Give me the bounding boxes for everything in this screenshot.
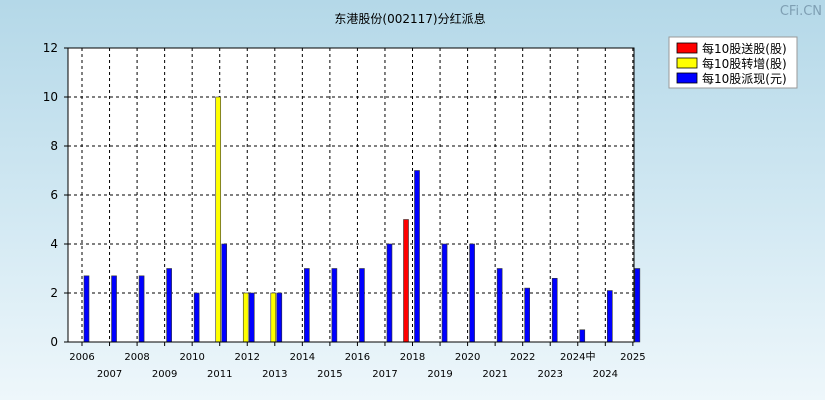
bar-series-2-2024中 xyxy=(579,329,586,343)
bar-series-1-2012 xyxy=(242,292,249,343)
legend-label-0: 每10股送股(股) xyxy=(702,41,787,56)
bar-series-2-2007 xyxy=(111,275,117,343)
bar-series-2-2021 xyxy=(496,268,503,343)
bar-series-2-2011 xyxy=(221,243,228,343)
legend: 每10股送股(股)每10股转增(股)每10股派现(元) xyxy=(668,36,798,89)
x-tick-label: 2020 xyxy=(455,352,480,363)
x-tick-label: 2013 xyxy=(262,369,287,380)
y-tick-label: 6 xyxy=(50,188,58,202)
x-tick-label: 2010 xyxy=(179,352,204,363)
x-tick-label: 2016 xyxy=(345,352,370,363)
y-tick-label: 2 xyxy=(50,286,58,300)
watermark: CFi.CN xyxy=(780,4,822,19)
x-tick-label: 2015 xyxy=(317,369,342,380)
bar-series-2-2015 xyxy=(331,268,338,343)
x-tick-label: 2023 xyxy=(537,369,562,380)
x-tick-label: 2018 xyxy=(400,352,425,363)
bar-series-2-2016 xyxy=(359,268,365,343)
legend-swatch-0 xyxy=(676,42,698,54)
bar-series-0-2018 xyxy=(403,219,409,343)
bar-series-2-2024 xyxy=(607,290,613,343)
bar-series-2-2013 xyxy=(276,292,283,343)
legend-label-2: 每10股派现(元) xyxy=(702,71,787,86)
bar-series-2-2012 xyxy=(248,292,255,343)
legend-label-1: 每10股转增(股) xyxy=(702,56,787,71)
y-tick-label: 12 xyxy=(43,41,58,55)
x-tick-label: 2024中 xyxy=(560,350,595,363)
bar-series-2-2010 xyxy=(193,292,200,343)
y-tick-label: 4 xyxy=(50,237,58,251)
bar-series-1-2011 xyxy=(215,96,222,343)
x-tick-label: 2007 xyxy=(97,369,122,380)
bar-series-2-2022 xyxy=(524,287,530,343)
bar-series-1-2013 xyxy=(270,292,277,343)
x-tick-label: 2017 xyxy=(372,369,397,380)
legend-swatch-2 xyxy=(676,72,698,84)
x-tick-label: 2011 xyxy=(207,369,232,380)
x-tick-label: 2019 xyxy=(427,369,452,380)
chart-title: 东港股份(002117)分红派息 xyxy=(334,11,485,26)
bar-series-2-2006 xyxy=(83,275,90,343)
bar-series-2-2023 xyxy=(551,277,558,343)
bar-series-2-2020 xyxy=(469,243,475,343)
bar-series-2-2025 xyxy=(634,268,641,343)
x-tick-label: 2008 xyxy=(124,352,149,363)
bar-series-2-2019 xyxy=(441,243,448,343)
y-tick-label: 8 xyxy=(50,139,58,153)
bar-series-2-2018 xyxy=(414,170,420,343)
x-tick-label: 2012 xyxy=(235,352,260,363)
legend-swatch-1 xyxy=(676,57,698,69)
plot-border xyxy=(67,47,635,343)
bar-series-2-2008 xyxy=(138,275,145,343)
x-tick-label: 2014 xyxy=(290,352,315,363)
x-tick-label: 2021 xyxy=(482,369,507,380)
x-tick-label: 2022 xyxy=(510,352,535,363)
x-tick-label: 2006 xyxy=(69,352,94,363)
bar-series-2-2009 xyxy=(166,268,172,343)
x-tick-label: 2009 xyxy=(152,369,177,380)
y-tick-label: 10 xyxy=(43,90,58,104)
x-tick-label: 2024 xyxy=(593,369,618,380)
y-tick-label: 0 xyxy=(50,335,58,349)
bar-series-2-2017 xyxy=(386,243,393,343)
plot-area: 0246810122006200720082009201020112012201… xyxy=(43,41,646,380)
bar-series-2-2014 xyxy=(304,268,310,343)
x-tick-label: 2025 xyxy=(620,352,645,363)
